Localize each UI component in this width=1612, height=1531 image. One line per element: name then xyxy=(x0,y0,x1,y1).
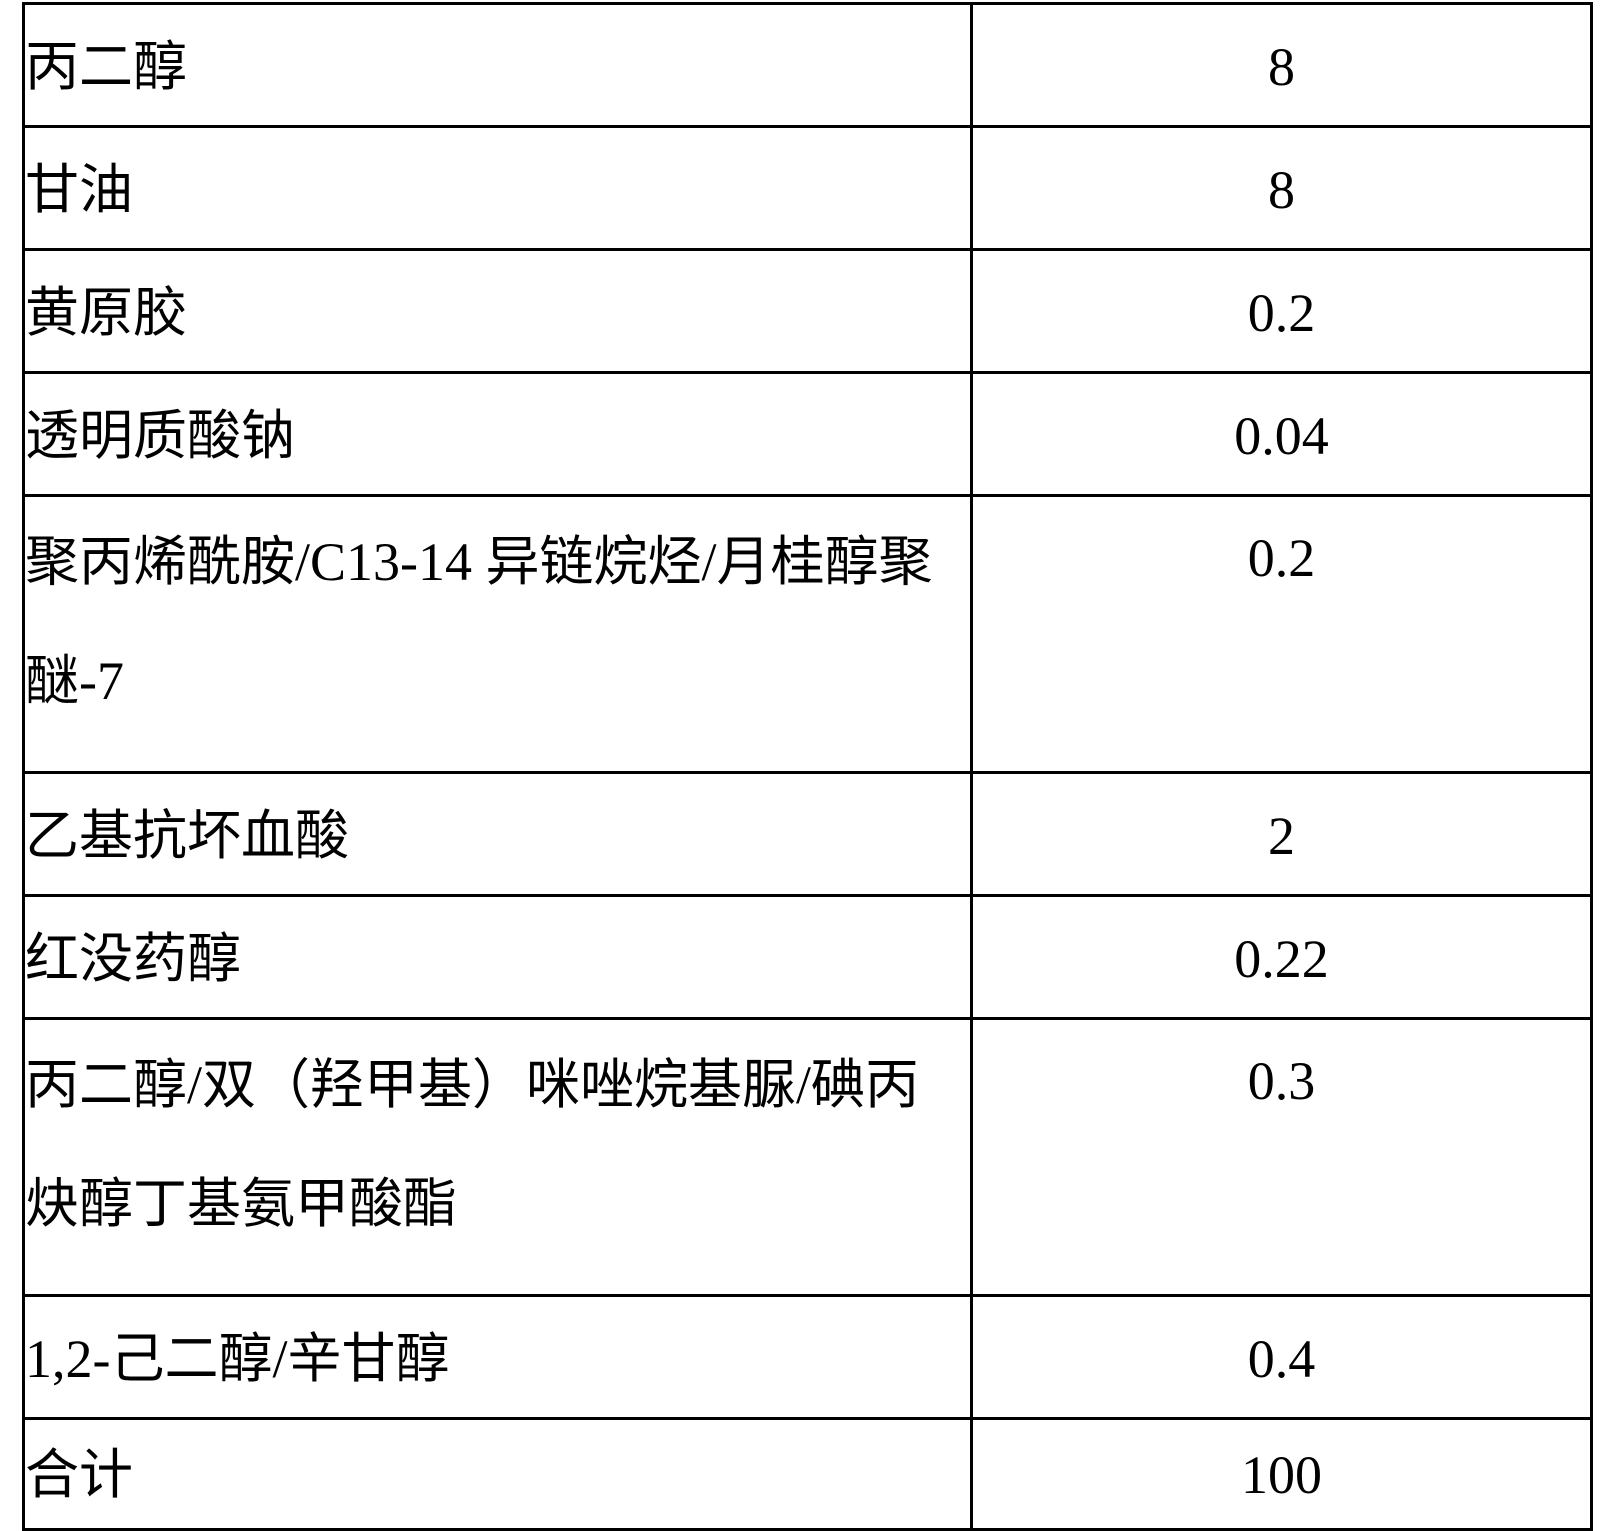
ingredient-table: 丙二醇 8 甘油 8 黄原胶 0.2 透明质酸钠 0.04 聚丙烯酰胺/C13-… xyxy=(22,2,1593,1531)
table-row: 丙二醇/双（羟甲基）咪唑烷基脲/碘丙炔醇丁基氨甲酸酯 0.3 xyxy=(24,1019,1592,1296)
ingredient-name: 合计 xyxy=(24,1419,972,1530)
table-row: 红没药醇 0.22 xyxy=(24,896,1592,1019)
ingredient-value: 0.2 xyxy=(972,250,1592,373)
ingredient-name: 丙二醇/双（羟甲基）咪唑烷基脲/碘丙炔醇丁基氨甲酸酯 xyxy=(24,1019,972,1296)
ingredient-value: 0.2 xyxy=(972,496,1592,773)
ingredient-value: 0.4 xyxy=(972,1296,1592,1419)
ingredient-name: 甘油 xyxy=(24,127,972,250)
table-row: 黄原胶 0.2 xyxy=(24,250,1592,373)
ingredient-name: 1,2-己二醇/辛甘醇 xyxy=(24,1296,972,1419)
table-row: 聚丙烯酰胺/C13-14 异链烷烃/月桂醇聚醚-7 0.2 xyxy=(24,496,1592,773)
ingredient-name: 红没药醇 xyxy=(24,896,972,1019)
ingredient-name: 聚丙烯酰胺/C13-14 异链烷烃/月桂醇聚醚-7 xyxy=(24,496,972,773)
table-row: 合计 100 xyxy=(24,1419,1592,1530)
ingredient-value: 0.22 xyxy=(972,896,1592,1019)
ingredient-value: 100 xyxy=(972,1419,1592,1530)
ingredient-value: 8 xyxy=(972,127,1592,250)
ingredient-value: 0.04 xyxy=(972,373,1592,496)
table-row: 丙二醇 8 xyxy=(24,4,1592,127)
table-row: 甘油 8 xyxy=(24,127,1592,250)
ingredient-value: 2 xyxy=(972,773,1592,896)
ingredient-name: 乙基抗坏血酸 xyxy=(24,773,972,896)
table-row: 1,2-己二醇/辛甘醇 0.4 xyxy=(24,1296,1592,1419)
ingredient-name: 丙二醇 xyxy=(24,4,972,127)
table-row: 透明质酸钠 0.04 xyxy=(24,373,1592,496)
table-row: 乙基抗坏血酸 2 xyxy=(24,773,1592,896)
ingredient-value: 0.3 xyxy=(972,1019,1592,1296)
ingredient-value: 8 xyxy=(972,4,1592,127)
ingredient-name: 黄原胶 xyxy=(24,250,972,373)
ingredient-name: 透明质酸钠 xyxy=(24,373,972,496)
